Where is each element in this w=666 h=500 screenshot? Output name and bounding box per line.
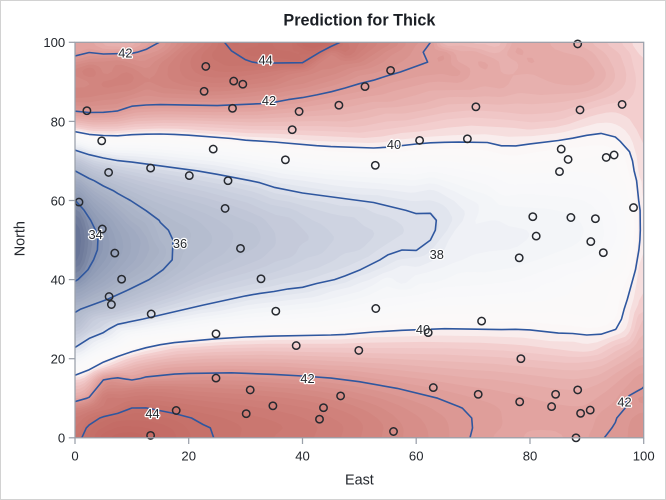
svg-text:42: 42 — [262, 93, 276, 108]
svg-text:100: 100 — [633, 448, 655, 463]
svg-text:East: East — [345, 473, 374, 489]
svg-text:44: 44 — [258, 53, 272, 68]
svg-text:42: 42 — [617, 395, 631, 410]
svg-text:42: 42 — [118, 46, 132, 61]
svg-text:36: 36 — [173, 236, 187, 251]
svg-text:100: 100 — [43, 35, 65, 50]
svg-text:44: 44 — [145, 406, 159, 421]
svg-text:60: 60 — [409, 448, 424, 463]
svg-text:0: 0 — [58, 431, 65, 446]
svg-text:80: 80 — [51, 114, 66, 129]
svg-text:80: 80 — [523, 448, 538, 463]
svg-text:0: 0 — [71, 448, 78, 463]
svg-text:34: 34 — [88, 227, 102, 242]
svg-text:40: 40 — [51, 273, 66, 288]
svg-text:38: 38 — [430, 247, 444, 262]
svg-text:North: North — [12, 221, 28, 256]
svg-text:Prediction for Thick: Prediction for Thick — [283, 12, 436, 30]
svg-text:40: 40 — [416, 322, 430, 337]
svg-text:60: 60 — [51, 193, 66, 208]
svg-text:40: 40 — [387, 137, 401, 152]
svg-text:20: 20 — [181, 448, 196, 463]
svg-text:20: 20 — [51, 352, 66, 367]
svg-text:40: 40 — [295, 448, 310, 463]
svg-text:42: 42 — [300, 371, 314, 386]
